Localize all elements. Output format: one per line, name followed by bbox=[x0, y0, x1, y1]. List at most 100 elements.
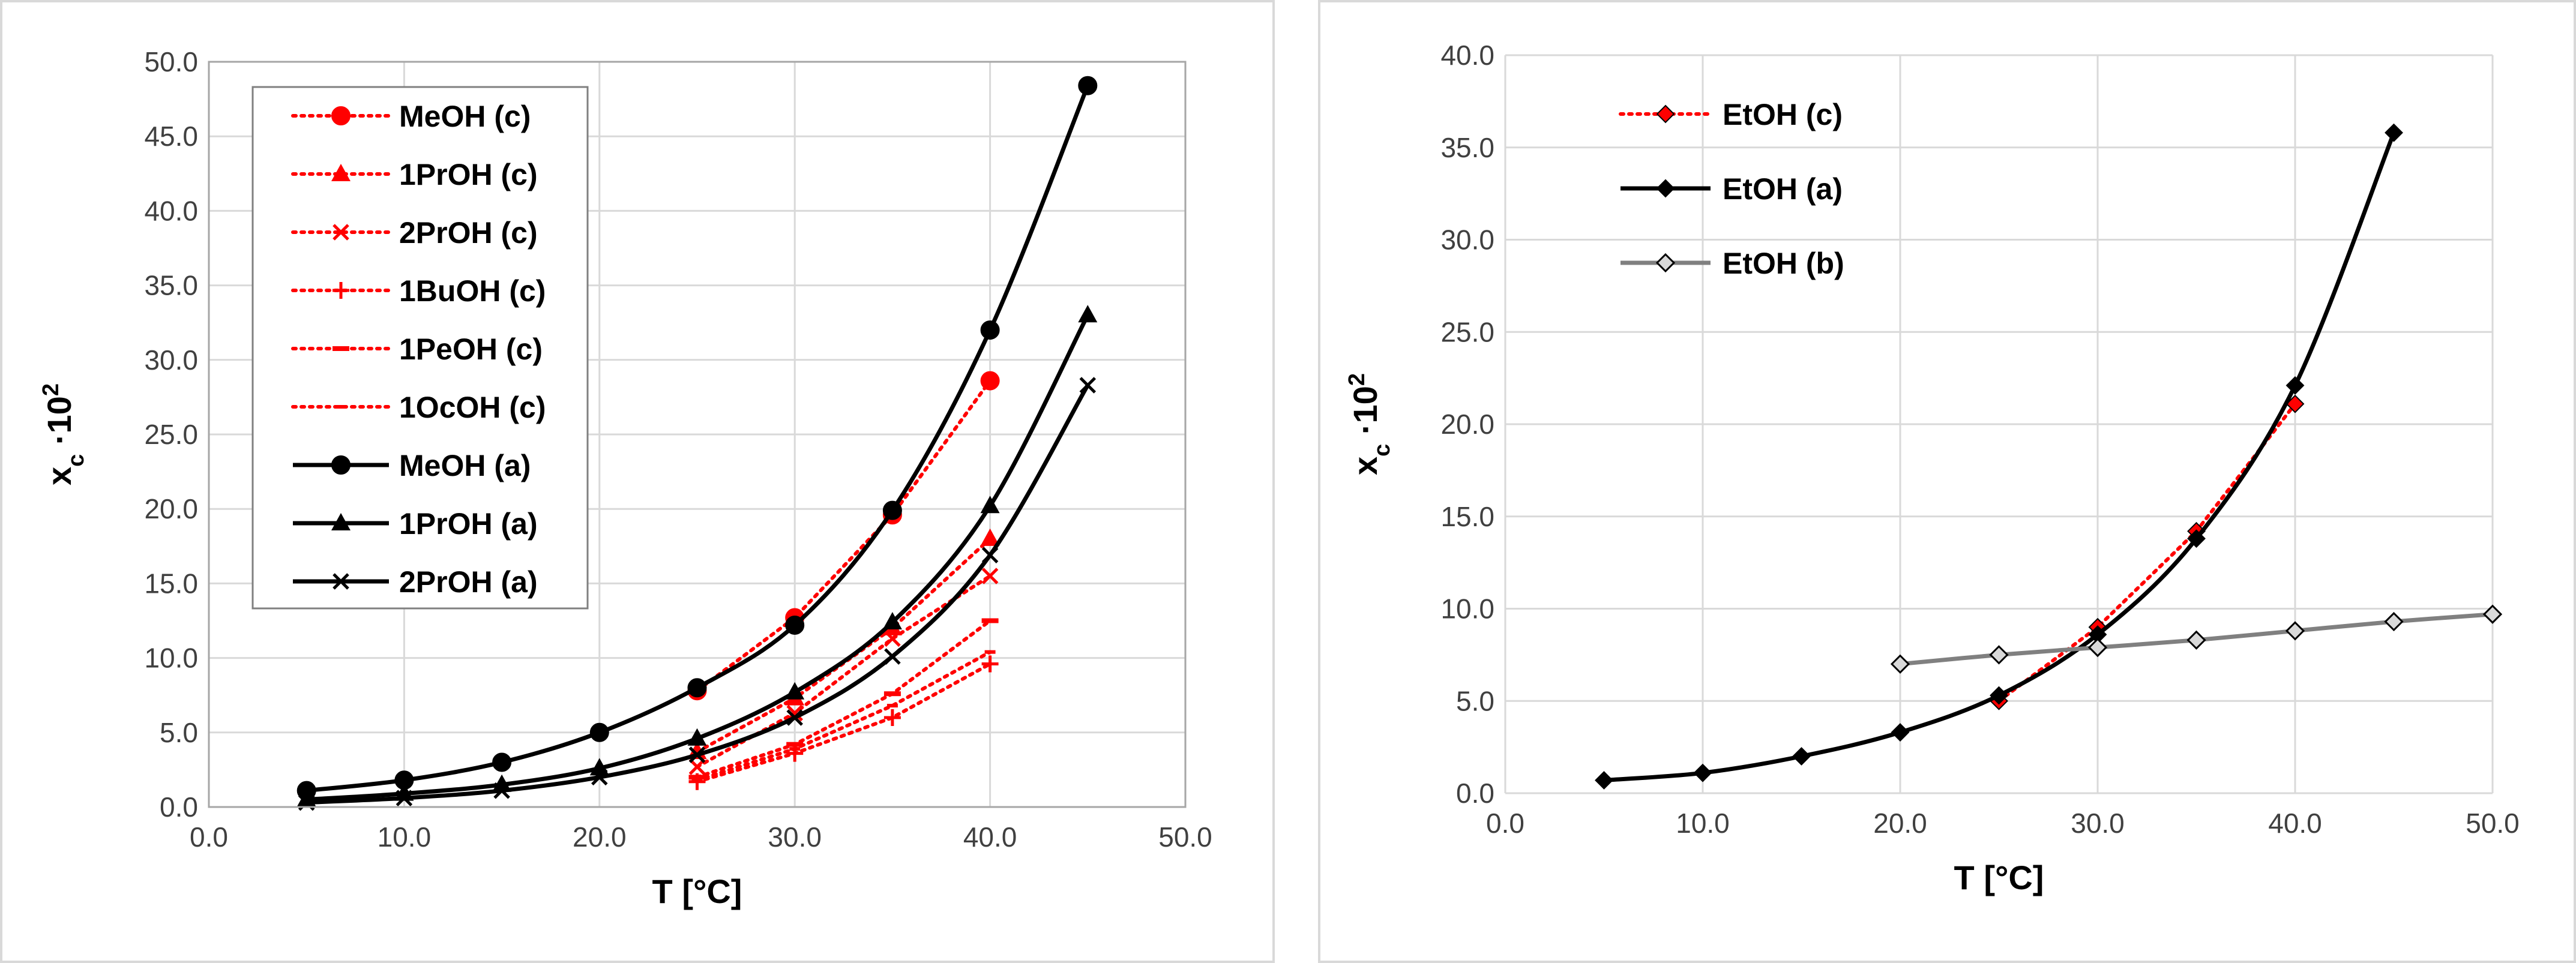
left-series-1buoh-c-point bbox=[883, 709, 901, 726]
left-series-1proh-a-point bbox=[785, 682, 805, 700]
left-series-1proh-a-point bbox=[882, 611, 902, 629]
left-legend-marker bbox=[331, 455, 351, 475]
left-series-2proh-a-point bbox=[884, 648, 901, 665]
left-y-tick-label: 25.0 bbox=[144, 419, 198, 450]
right-series-etoh-a-point bbox=[1990, 686, 2008, 705]
right-x-tick-label: 50.0 bbox=[2466, 808, 2520, 839]
left-series-1ocoh-c bbox=[691, 650, 996, 782]
left-series-2proh-a-point bbox=[1079, 377, 1097, 394]
right-x-tick-label: 40.0 bbox=[2268, 808, 2322, 839]
right-y-tick-label: 40.0 bbox=[1440, 40, 1494, 71]
right-series-etoh-a bbox=[1595, 123, 2403, 790]
chart-panel-left: 0.0 10.0 20.0 30.0 40.0 50.0 0.0 5.0 10.0 15.0 20.… bbox=[0, 0, 1275, 963]
right-y-tick-label: 0.0 bbox=[1456, 778, 1494, 809]
right-y-tick-label: 25.0 bbox=[1440, 316, 1494, 347]
left-x-tick-label: 50.0 bbox=[1158, 821, 1212, 853]
left-series-1buoh-c-line bbox=[695, 662, 992, 784]
left-series-1peoh-c-point bbox=[981, 618, 999, 623]
left-series-meoh-a-point bbox=[980, 320, 1000, 340]
left-legend-marker bbox=[336, 405, 346, 409]
left-legend-entry-2proh-a: 2PrOH (a) bbox=[293, 565, 538, 599]
left-legend-label: 1OcOH (c) bbox=[399, 391, 546, 424]
left-y-tick-label: 0.0 bbox=[160, 791, 198, 823]
chart-right: 0.0 10.0 20.0 30.0 40.0 50.0 0.0 5.0 10.0 15.0 20.… bbox=[1318, 0, 2576, 963]
right-legend-label: EtOH (c) bbox=[1723, 98, 1843, 131]
right-legend-marker bbox=[1655, 253, 1676, 273]
left-series-2proh-c-point bbox=[884, 630, 901, 647]
left-series-2proh-a bbox=[298, 377, 1097, 811]
left-legend-marker bbox=[333, 573, 349, 590]
left-series-1peoh-c bbox=[688, 618, 999, 780]
right-legend-entry-etoh-a: EtOH (a) bbox=[1621, 172, 1843, 206]
right-y-tick-label: 20.0 bbox=[1440, 409, 1494, 440]
right-series-etoh-b-point bbox=[2285, 621, 2305, 641]
left-series-1peoh-c-point bbox=[883, 691, 901, 697]
left-legend-entry-1proh-c: 1PrOH (c) bbox=[291, 158, 538, 191]
left-legend-marker bbox=[333, 346, 349, 351]
right-legend-marker bbox=[1656, 179, 1675, 198]
chart-panel-right: 0.0 10.0 20.0 30.0 40.0 50.0 0.0 5.0 10.0 15.0 20.… bbox=[1318, 0, 2576, 963]
left-series-2proh-a-point bbox=[396, 790, 413, 806]
right-x-tick-label: 10.0 bbox=[1676, 808, 1730, 839]
left-legend-entry-1proh-a: 1PrOH (a) bbox=[293, 507, 538, 541]
right-legend-entry-etoh-b: EtOH (b) bbox=[1621, 247, 1844, 280]
right-tick-labels: 0.0 10.0 20.0 30.0 40.0 50.0 0.0 5.0 10.0 15.0 20.… bbox=[1440, 40, 2519, 839]
left-x-tick-label: 10.0 bbox=[378, 821, 432, 853]
right-y-tick-label: 5.0 bbox=[1456, 685, 1494, 716]
left-series-1peoh-c-line bbox=[695, 619, 992, 779]
right-legend-entry-etoh-c: EtOH (c) bbox=[1619, 98, 1843, 131]
left-legend-marker bbox=[331, 106, 351, 125]
right-y-tick-label: 10.0 bbox=[1440, 593, 1494, 625]
left-series-2proh-c-point bbox=[981, 568, 999, 584]
left-series-1proh-a-point bbox=[687, 728, 707, 746]
left-y-tick-label: 45.0 bbox=[144, 121, 198, 152]
left-plot-area-border bbox=[208, 61, 1187, 808]
left-series-meoh-a bbox=[296, 76, 1098, 800]
left-series-1ocoh-c-point bbox=[886, 704, 898, 708]
left-legend-entry-1peoh-c: 1PeOH (c) bbox=[291, 332, 543, 366]
left-legend-entry-1buoh-c: 1BuOH (c) bbox=[291, 274, 546, 308]
right-series-etoh-a-point bbox=[1595, 771, 1613, 790]
left-series-1ocoh-c-point bbox=[984, 650, 996, 654]
left-x-tick-label: 0.0 bbox=[190, 821, 228, 853]
left-series-meoh-a-point bbox=[1078, 76, 1098, 95]
left-series-2proh-a-point bbox=[786, 709, 803, 726]
right-series-etoh-b-point bbox=[1989, 645, 2009, 665]
right-series-etoh-b-point bbox=[2384, 611, 2404, 632]
left-y-axis-title: xc ·102 bbox=[38, 383, 89, 485]
left-series-1proh-a-point bbox=[980, 496, 1000, 514]
left-y-tick-label: 15.0 bbox=[144, 568, 198, 599]
left-legend-label: 1BuOH (c) bbox=[399, 274, 546, 308]
left-x-axis-title: T [°C] bbox=[652, 872, 742, 910]
left-series-meoh-a-point bbox=[687, 678, 707, 698]
left-legend-entry-1ocoh-c: 1OcOH (c) bbox=[291, 391, 546, 424]
right-gridlines bbox=[1504, 54, 2494, 794]
left-series-meoh-a-point bbox=[589, 722, 609, 742]
right-series-group bbox=[1595, 123, 2503, 790]
left-series-2proh-a-point bbox=[688, 746, 706, 763]
left-y-tick-label: 5.0 bbox=[160, 717, 198, 748]
left-legend-marker bbox=[333, 224, 349, 241]
left-series-1proh-c-point bbox=[980, 528, 1000, 546]
left-x-tick-label: 20.0 bbox=[573, 821, 627, 853]
left-legend-marker bbox=[331, 513, 351, 530]
right-series-etoh-b-point bbox=[1890, 654, 1910, 674]
left-series-1peoh-c-point bbox=[786, 742, 804, 747]
right-legend: EtOH (c) EtOH (a) EtOH (b) bbox=[1619, 98, 1844, 280]
left-legend-entry-meoh-c: MeOH (c) bbox=[291, 100, 531, 133]
left-legend: MeOH (c) 1PrOH (c) 2PrOH (c) 1BuOH (c) 1PeOH… bbox=[251, 86, 589, 610]
right-series-etoh-b-point bbox=[2087, 637, 2108, 658]
left-series-2proh-c-line bbox=[695, 574, 992, 769]
right-series-etoh-c-line bbox=[1997, 402, 2297, 703]
left-y-tick-label: 35.0 bbox=[144, 270, 198, 301]
left-legend-label: 1PrOH (a) bbox=[399, 507, 538, 541]
left-series-meoh-a-point bbox=[785, 615, 805, 635]
right-x-axis-title: T [°C] bbox=[1954, 859, 2044, 896]
left-tick-labels: 0.0 10.0 20.0 30.0 40.0 50.0 0.0 5.0 10.0 15.0 20.… bbox=[144, 46, 1212, 853]
left-series-1buoh-c-point bbox=[981, 655, 999, 673]
left-series-2proh-a-point bbox=[981, 547, 999, 563]
left-series-2proh-a-point bbox=[493, 782, 510, 799]
left-x-tick-label: 30.0 bbox=[768, 821, 822, 853]
left-series-meoh-c-point bbox=[980, 371, 1000, 391]
left-series-1peoh-c-point bbox=[688, 775, 706, 780]
